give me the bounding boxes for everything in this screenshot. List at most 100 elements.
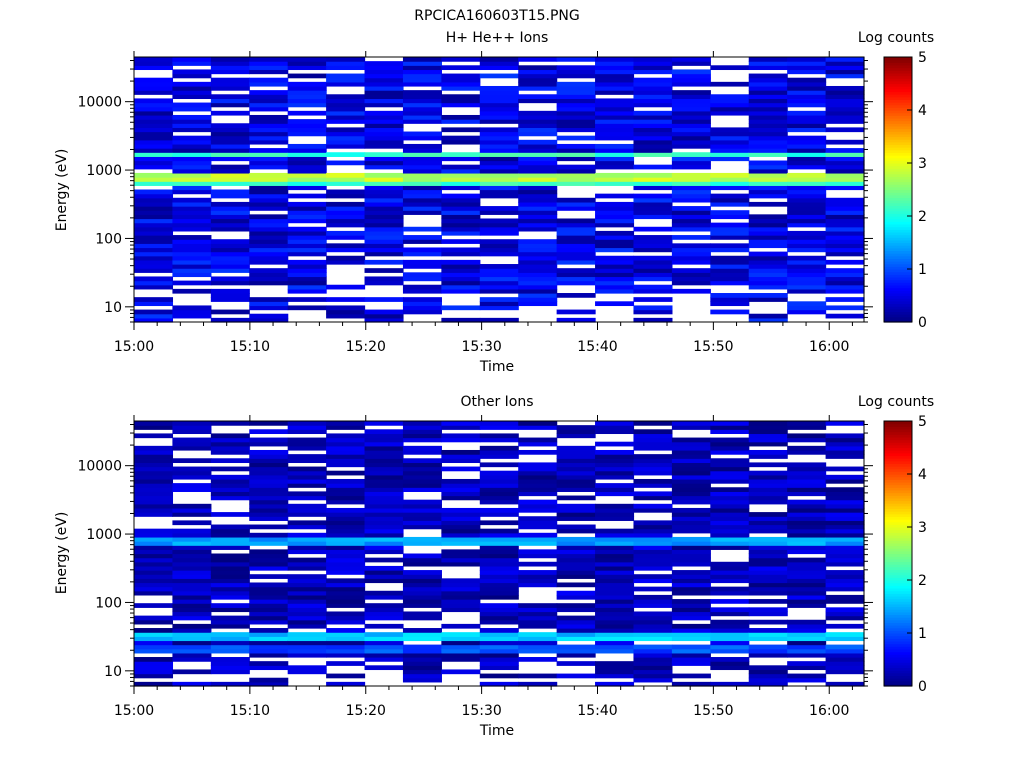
heatmap-cell [710, 520, 750, 526]
heatmap-cell [748, 665, 788, 671]
heatmap-cell [210, 421, 250, 426]
colorbar-swatch [884, 245, 912, 249]
heatmap-cell [710, 268, 750, 273]
heatmap-cell [748, 222, 788, 228]
heatmap-cell [748, 520, 788, 526]
heatmap-cell [518, 251, 558, 257]
heatmap-cell [210, 193, 250, 199]
heatmap-cell [556, 143, 596, 149]
x-tick-label: 15:10 [230, 339, 270, 355]
heatmap-cell [134, 210, 174, 215]
heatmap-cell [556, 495, 596, 501]
heatmap-cell [710, 235, 750, 240]
heatmap-cell [748, 131, 788, 137]
heatmap-cell [595, 441, 635, 447]
colorbar-swatch [884, 75, 912, 79]
heatmap-cell [748, 607, 788, 613]
heatmap-cell [287, 81, 327, 87]
heatmap-cell [671, 541, 711, 546]
colorbar-swatch [884, 213, 912, 217]
heatmap-cell [172, 528, 212, 534]
heatmap-cell [595, 276, 635, 282]
heatmap-cell [402, 673, 442, 679]
heatmap-cell [825, 532, 865, 538]
colorbar-swatch [884, 532, 912, 536]
heatmap-cell [287, 640, 327, 646]
heatmap-cell [326, 615, 366, 621]
heatmap-cell [479, 85, 519, 91]
heatmap-cell [326, 553, 366, 559]
heatmap-cell [787, 549, 827, 555]
heatmap-cell [287, 123, 327, 128]
heatmap-cell [518, 160, 558, 166]
colorbar-swatch [884, 537, 912, 541]
heatmap-cell [710, 578, 750, 584]
heatmap-cell [326, 127, 366, 133]
heatmap-cell [326, 582, 366, 588]
heatmap-cell [748, 524, 788, 530]
heatmap-cell [249, 181, 289, 186]
heatmap-cell [825, 177, 865, 182]
heatmap-cell [671, 607, 711, 613]
heatmap-cell [287, 102, 327, 108]
heatmap-cell [134, 177, 174, 182]
heatmap-cell [364, 665, 404, 671]
heatmap-cell [172, 532, 212, 538]
heatmap-cell [249, 131, 289, 137]
heatmap-cell [210, 437, 250, 443]
heatmap-cell [518, 168, 558, 174]
colorbar-swatch [884, 255, 912, 259]
panel-h-he-ions: H+ He++ Ions Log counts Time Energy (eV)… [54, 30, 934, 375]
heatmap-cell [787, 139, 827, 145]
heatmap-cell [479, 135, 519, 141]
heatmap-cell [479, 119, 519, 124]
heatmap-cell [441, 437, 481, 443]
heatmap-cell [441, 528, 481, 534]
heatmap-cell [633, 243, 673, 249]
heatmap-cell [479, 131, 519, 137]
heatmap-cell [364, 119, 404, 124]
heatmap-cell [595, 483, 635, 488]
colorbar-swatch [884, 683, 912, 687]
colorbar-swatch [884, 617, 912, 621]
heatmap-cell [326, 570, 366, 575]
heatmap-cell [671, 152, 711, 157]
heatmap-cell [364, 210, 404, 215]
heatmap-cell [518, 293, 558, 298]
y-tick-label: 10000 [77, 459, 122, 475]
heatmap-cell [479, 665, 519, 671]
heatmap-cell [326, 218, 366, 224]
heatmap-cell [787, 160, 827, 166]
heatmap-cell [787, 69, 827, 75]
heatmap-cell [825, 582, 865, 588]
heatmap-cell [287, 247, 327, 253]
heatmap-cell [249, 619, 289, 625]
heatmap-cell [633, 239, 673, 244]
heatmap-cell [287, 239, 327, 244]
heatmap-cell [479, 433, 519, 439]
heatmap-cell [556, 110, 596, 116]
colorbar-swatch [884, 648, 912, 653]
heatmap-cell [710, 309, 750, 315]
heatmap-cell [172, 648, 212, 654]
heatmap-cell [633, 615, 673, 621]
heatmap-cell [595, 210, 635, 215]
heatmap-cell [287, 421, 327, 426]
heatmap-cell [364, 164, 404, 170]
heatmap-cell [326, 619, 366, 625]
heatmap-cell [556, 181, 596, 186]
heatmap-cell [787, 243, 827, 249]
heatmap-cell [249, 214, 289, 220]
heatmap-cell [364, 557, 404, 563]
heatmap-cell [287, 268, 327, 273]
heatmap-cell [595, 574, 635, 579]
heatmap-cell [210, 619, 250, 625]
colorbar-swatch [884, 287, 912, 291]
heatmap-cell [441, 491, 481, 497]
heatmap-cell [710, 516, 750, 521]
heatmap-cell [249, 177, 289, 182]
heatmap-cell [402, 483, 442, 488]
colorbar-tick-label: 2 [918, 209, 927, 225]
heatmap-cell [595, 288, 635, 294]
heatmap-cell [249, 495, 289, 501]
